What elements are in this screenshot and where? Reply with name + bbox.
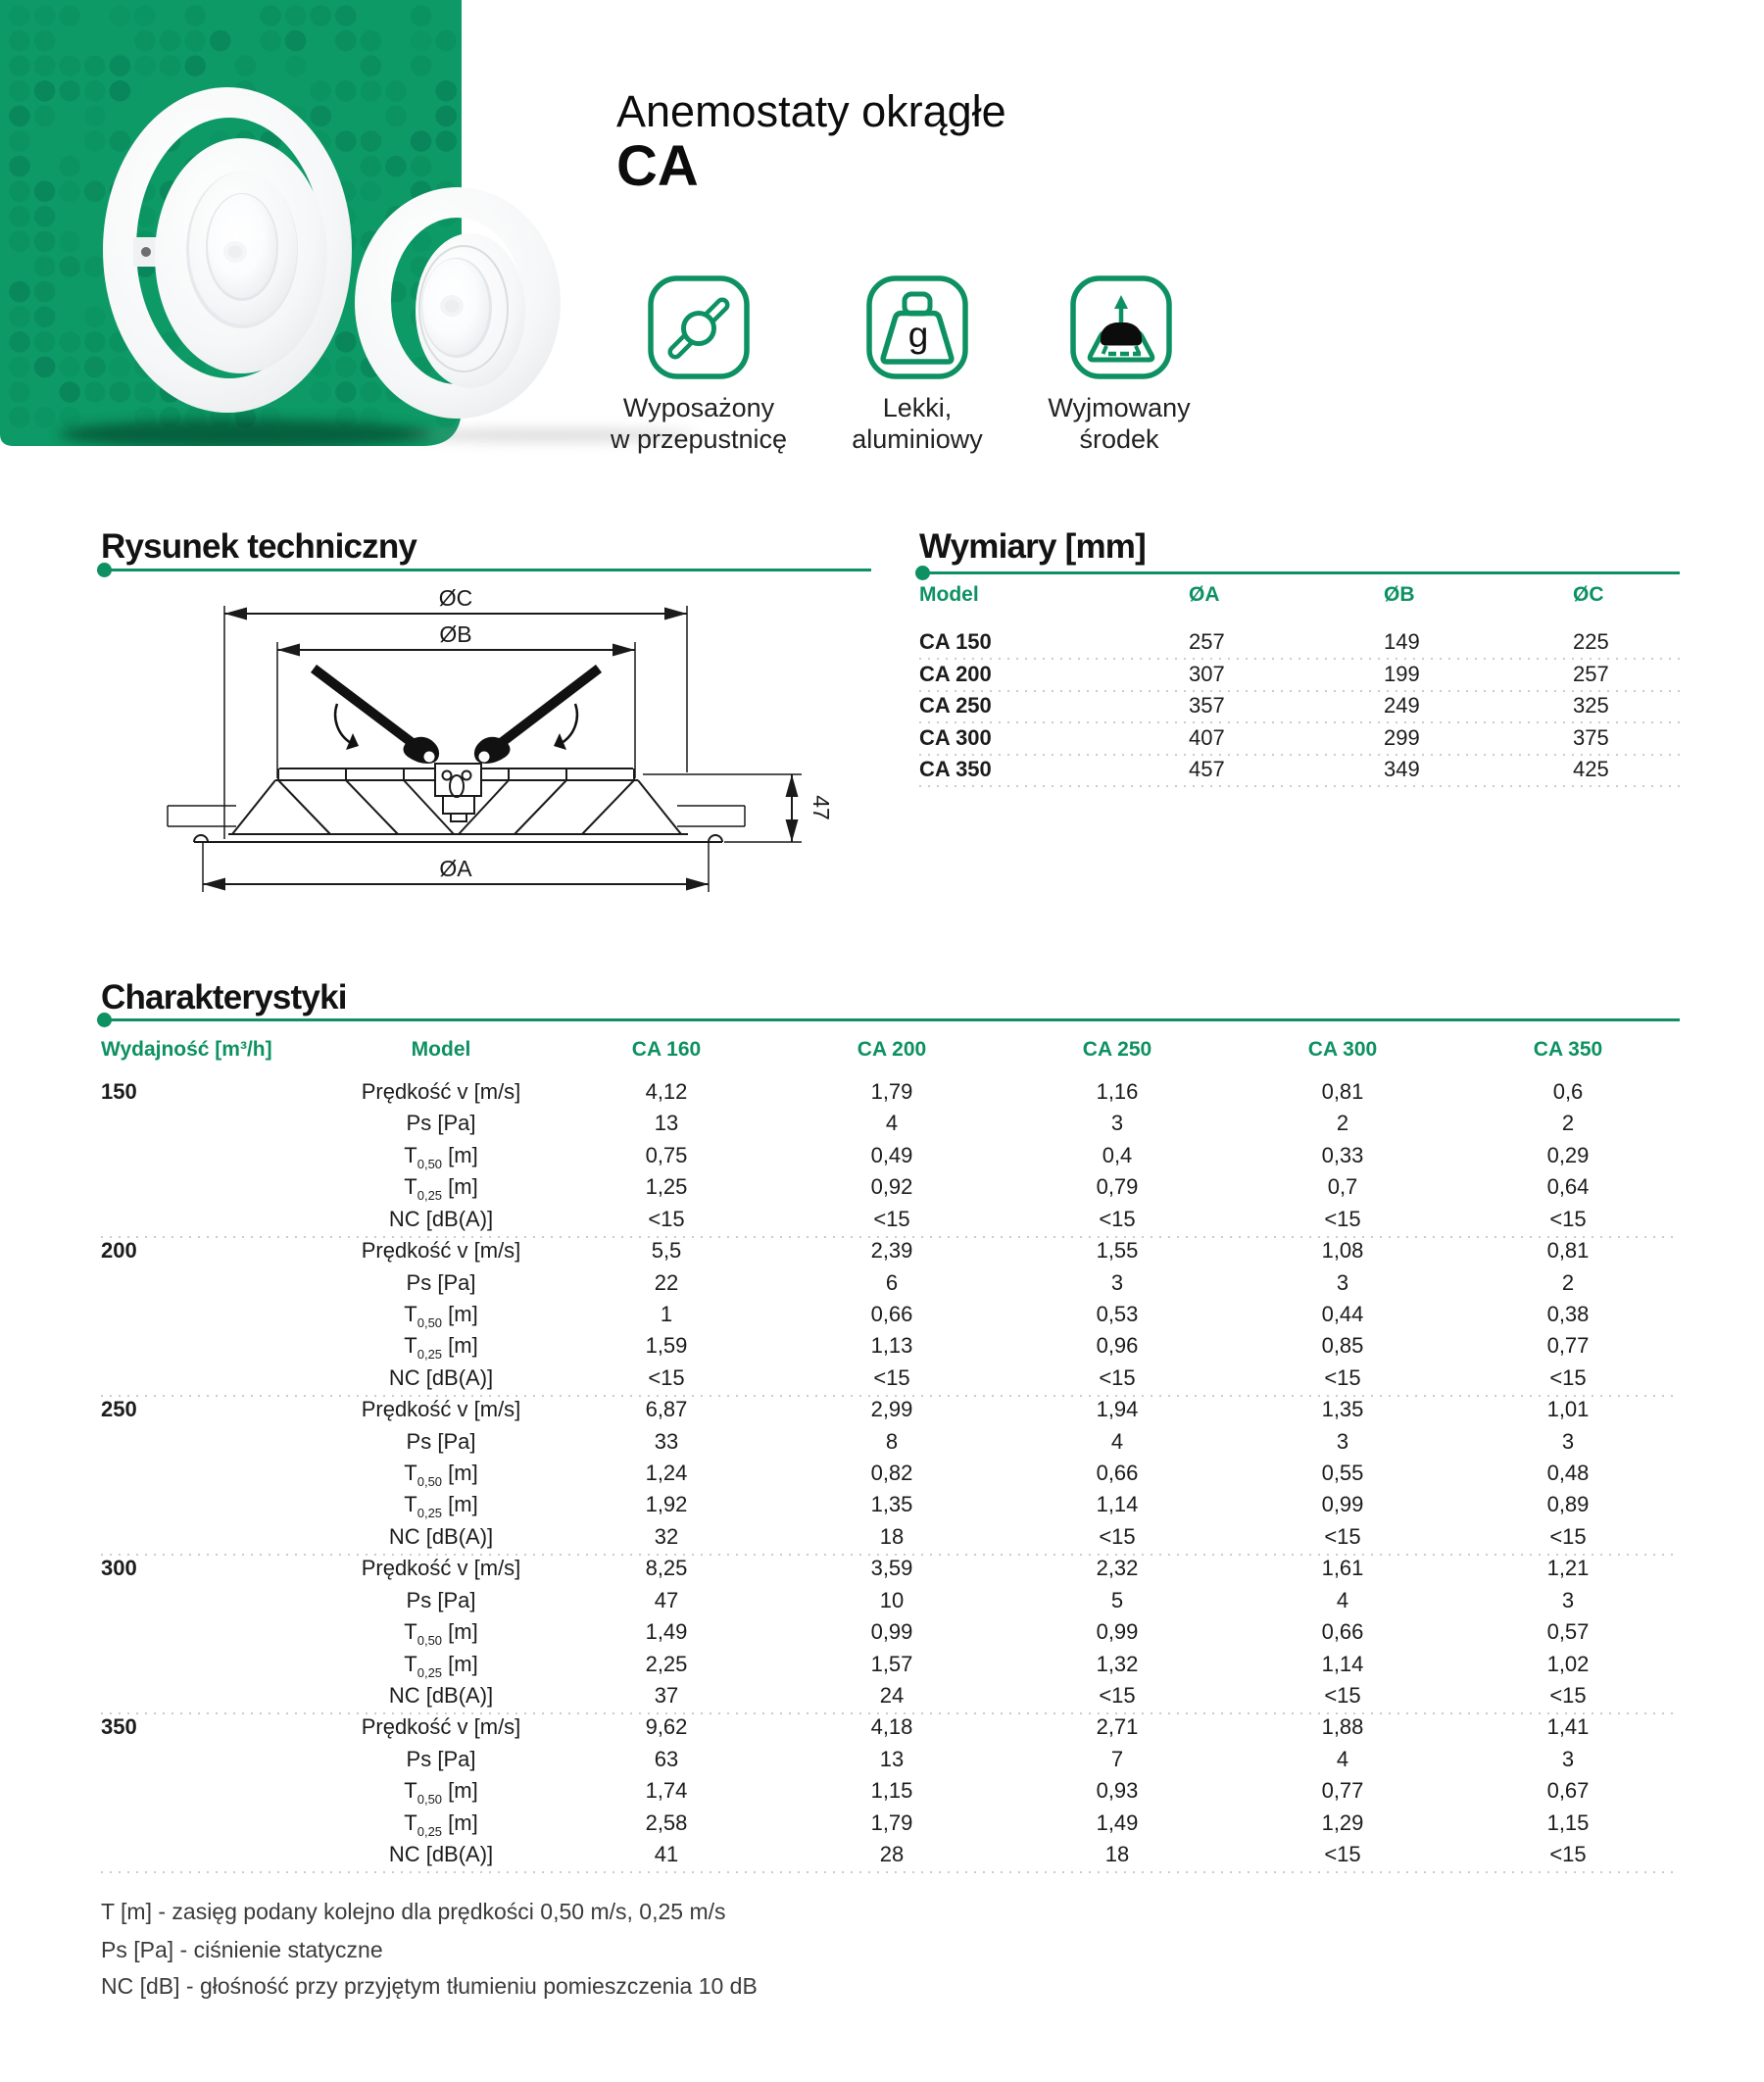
svg-text:ØB: ØB	[439, 621, 471, 647]
svg-text:g: g	[908, 315, 929, 355]
svg-text:ØC: ØC	[439, 586, 473, 611]
svg-text:47: 47	[808, 795, 834, 820]
svg-text:ØA: ØA	[439, 856, 472, 881]
